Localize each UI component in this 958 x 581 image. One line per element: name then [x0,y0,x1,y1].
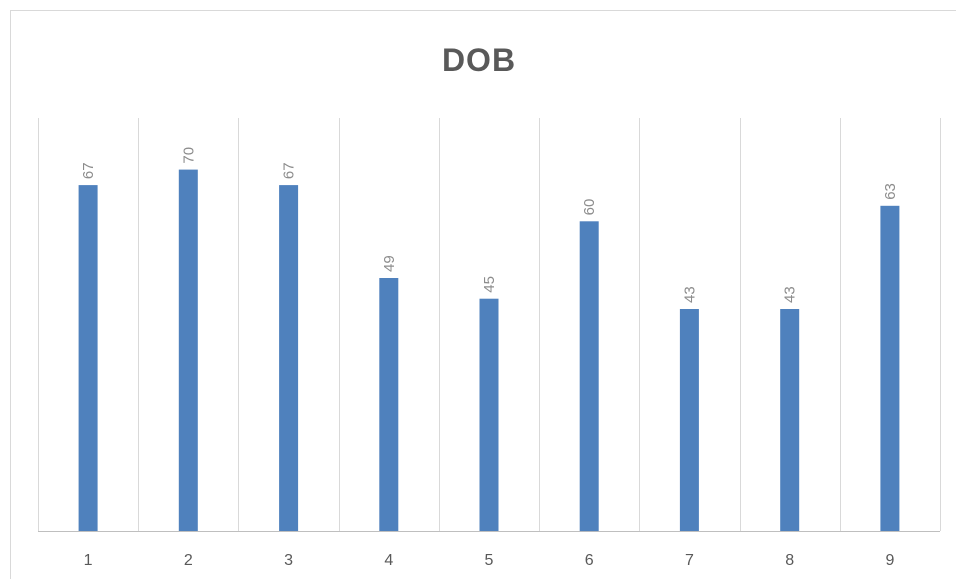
bar [579,221,599,532]
data-label: 43 [782,286,799,303]
bar [679,309,699,531]
data-label: 70 [180,147,197,164]
bar [279,185,299,531]
data-label: 60 [581,199,598,216]
x-tick-labels: 1 2 3 4 5 6 7 8 9 [84,552,895,569]
bar [379,278,399,531]
data-label: 43 [681,286,698,303]
x-tick-label: 9 [885,552,894,569]
chart-title: DOB [441,42,517,78]
data-label: 67 [281,162,298,179]
x-tick-label: 5 [485,552,494,569]
data-label: 67 [80,162,97,179]
x-tick-label: 2 [184,552,193,569]
x-tick-label: 8 [785,552,794,569]
data-labels: 67 70 67 49 45 60 43 43 63 [80,147,899,303]
bar [479,298,499,531]
x-tick-label: 4 [384,552,393,569]
bars [78,169,900,532]
data-label: 63 [882,183,899,200]
x-tick-label: 3 [284,552,293,569]
bar [880,205,900,532]
gridlines [38,118,941,531]
bar [78,185,98,531]
x-tick-label: 1 [84,552,93,569]
data-label: 49 [381,255,398,272]
x-tick-label: 6 [585,552,594,569]
data-label: 45 [481,276,498,293]
bar [780,309,800,531]
bar [178,169,198,531]
x-tick-label: 7 [685,552,694,569]
